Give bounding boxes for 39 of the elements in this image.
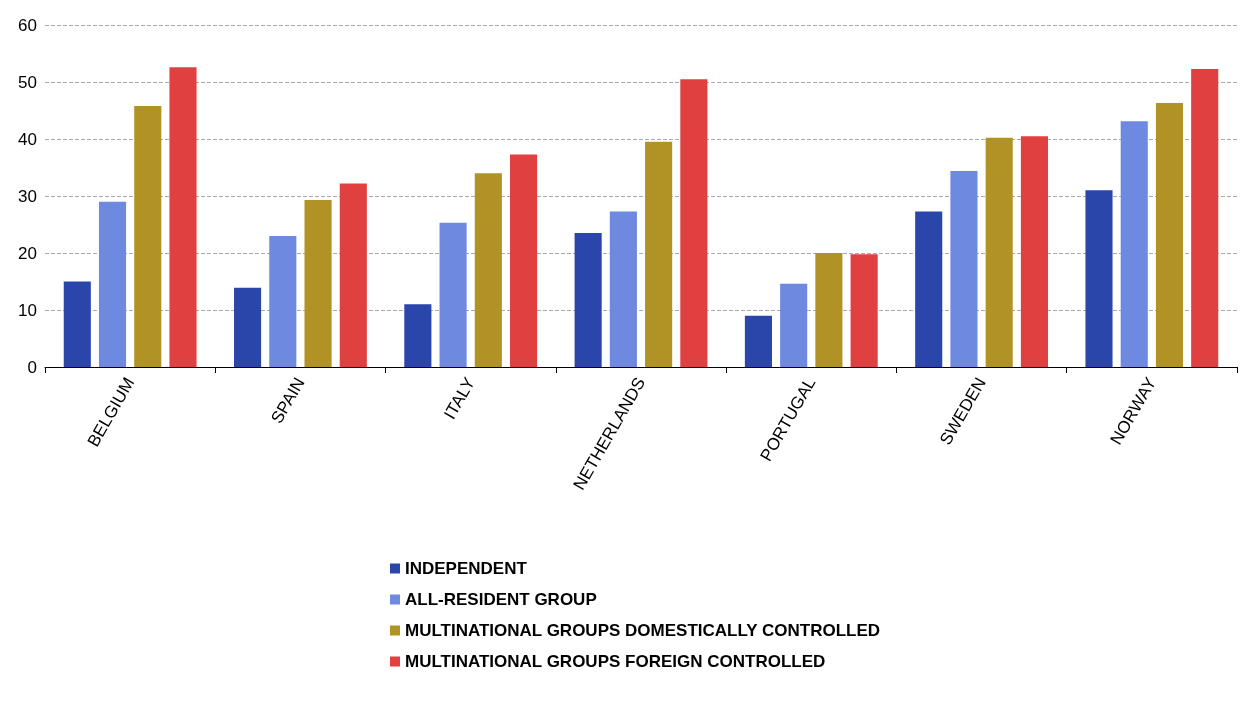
bar — [339, 183, 367, 367]
bar — [63, 281, 91, 367]
y-tick-label: 20 — [18, 243, 37, 263]
bar — [1191, 68, 1219, 367]
bar — [510, 154, 538, 367]
bar — [950, 170, 978, 367]
bar — [780, 283, 808, 367]
bar — [169, 67, 197, 367]
bar — [680, 79, 708, 367]
bar — [985, 137, 1013, 367]
legend-label: ALL-RESIDENT GROUP — [405, 590, 597, 609]
bar — [134, 105, 162, 367]
bar — [915, 211, 943, 367]
bar — [404, 304, 432, 367]
bar — [98, 201, 127, 367]
bar — [744, 315, 772, 367]
legend-label: INDEPENDENT — [405, 559, 528, 578]
bar — [609, 211, 637, 367]
bar — [1020, 136, 1048, 367]
bar — [1120, 121, 1148, 367]
bar — [439, 222, 467, 367]
bar — [234, 287, 262, 367]
bar — [269, 235, 297, 367]
y-tick-label: 40 — [18, 129, 37, 149]
y-tick-label: 60 — [18, 15, 37, 35]
y-tick-label: 50 — [18, 72, 37, 92]
bar — [1155, 103, 1184, 367]
bar — [574, 233, 602, 367]
bar — [850, 254, 878, 367]
bar — [1085, 190, 1113, 367]
bar — [474, 173, 502, 367]
bar — [815, 253, 843, 367]
y-tick-label: 10 — [18, 300, 37, 320]
y-tick-label: 30 — [18, 186, 37, 206]
legend-label: MULTINATIONAL GROUPS DOMESTICALLY CONTROLLED — [405, 621, 881, 640]
legend-label: MULTINATIONAL GROUPS FOREIGN CONTROLLED — [405, 652, 826, 671]
y-tick-label: 0 — [27, 357, 37, 377]
bar — [645, 141, 673, 367]
bar — [304, 199, 332, 367]
